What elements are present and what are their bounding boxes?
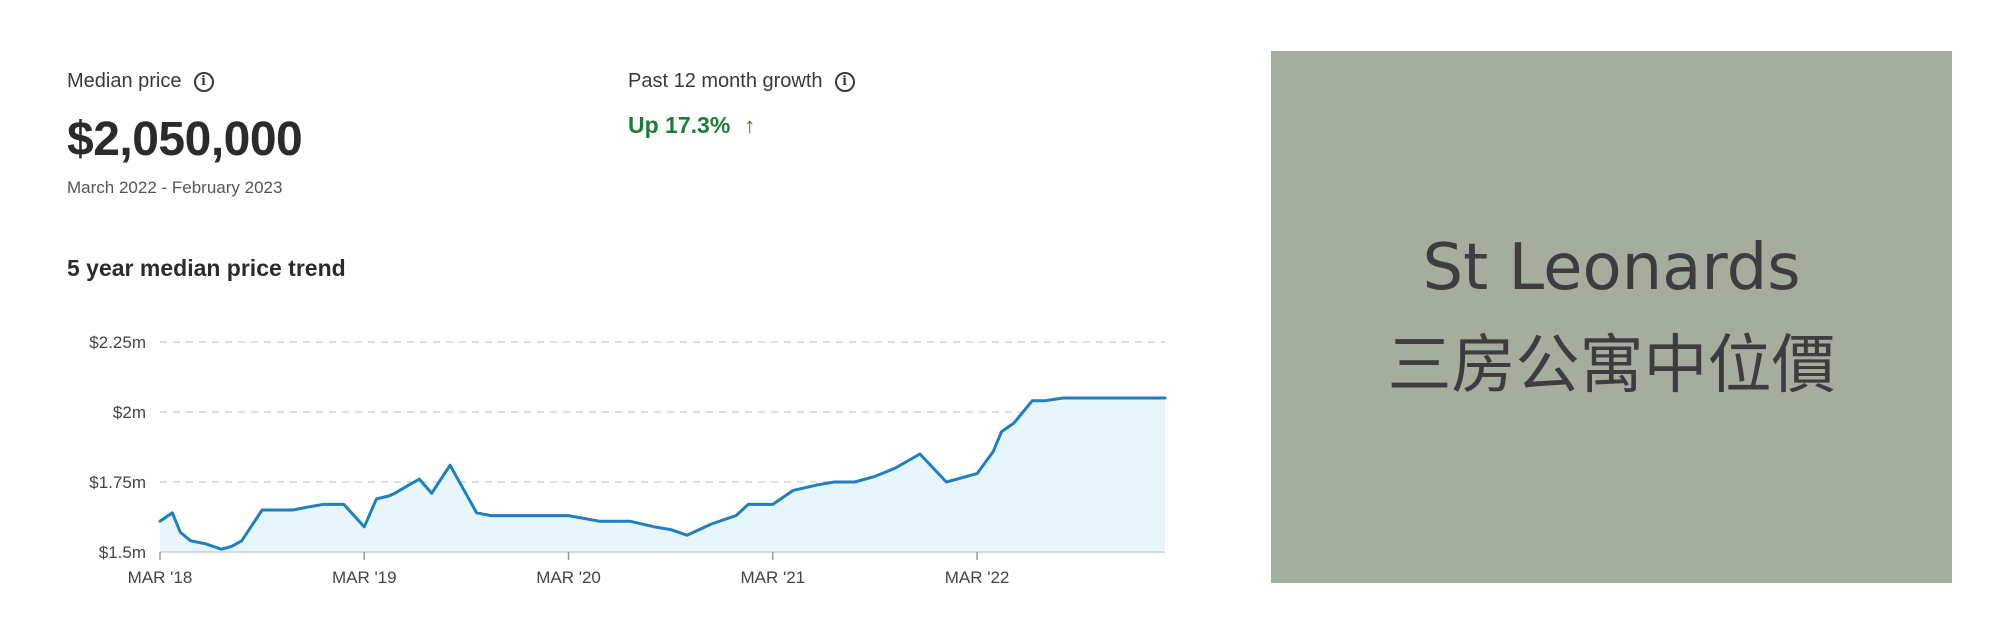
info-icon[interactable]: i bbox=[193, 71, 214, 92]
info-icon[interactable]: i bbox=[834, 71, 855, 92]
median-price-label-text: Median price bbox=[67, 70, 182, 92]
y-tick-label: $1.5m bbox=[99, 543, 146, 562]
x-tick-label: MAR '20 bbox=[536, 568, 601, 587]
suburb-name: St Leonards bbox=[1422, 230, 1801, 305]
x-tick-label: MAR '18 bbox=[128, 568, 193, 587]
growth-label: Past 12 month growth i bbox=[628, 70, 855, 93]
x-tick-label: MAR '21 bbox=[740, 568, 805, 587]
arrow-up-icon: ↑ bbox=[744, 112, 756, 138]
price-area-fill bbox=[160, 398, 1165, 552]
growth-label-text: Past 12 month growth bbox=[628, 70, 823, 92]
y-tick-label: $2.25m bbox=[89, 333, 146, 352]
x-tick-label: MAR '22 bbox=[945, 568, 1010, 587]
y-tick-label: $2m bbox=[113, 403, 146, 422]
y-tick-label: $1.75m bbox=[89, 473, 146, 492]
growth-value: Up 17.3% ↑ bbox=[628, 112, 755, 139]
price-line bbox=[158, 396, 1167, 551]
x-tick-label: MAR '19 bbox=[332, 568, 397, 587]
property-type: 三房公寓中位價 bbox=[1387, 329, 1836, 403]
median-price-value: $2,050,000 bbox=[67, 113, 303, 166]
growth-value-text: Up 17.3% bbox=[628, 112, 731, 138]
median-price-chart: $2.25m $2m $1.75m $1.5m MAR '18 MAR '19 MAR '2… bbox=[89, 333, 1167, 587]
chart-title: 5 year median price trend bbox=[67, 255, 346, 281]
price-period: March 2022 - February 2023 bbox=[67, 178, 283, 197]
suburb-panel: St Leonards 三房公寓中位價 bbox=[1271, 51, 1952, 583]
median-price-label: Median price i bbox=[67, 70, 214, 93]
